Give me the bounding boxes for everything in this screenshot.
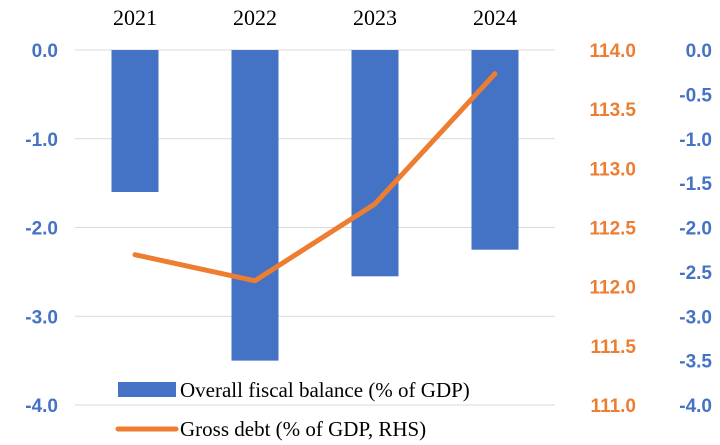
line-series [132, 71, 498, 284]
legend-swatch-fiscal-balance [118, 382, 176, 397]
left-tick-label: 0.0 [32, 41, 58, 62]
left-tick-label: -4.0 [25, 396, 58, 417]
right-tick-label: 113.5 [590, 100, 637, 121]
left-tick-label: -2.0 [25, 219, 58, 240]
bar-series [111, 50, 519, 361]
legend-label-fiscal-balance: Overall fiscal balance (% of GDP) [180, 378, 470, 402]
right-tick-label: 111.0 [591, 396, 636, 417]
bar-2024 [471, 50, 519, 250]
outer-right-tick-label: -0.5 [679, 85, 712, 106]
right-axis: 114.0 113.5 113.0 112.5 112.0 111.5 111.0 [590, 41, 637, 417]
category-label-2022: 2022 [233, 5, 277, 30]
bar-2023 [351, 50, 399, 277]
category-label-2023: 2023 [353, 5, 397, 30]
left-tick-label: -3.0 [25, 307, 58, 328]
right-tick-label: 114.0 [590, 41, 637, 62]
gross-debt-line [132, 71, 498, 284]
bar-2021 [111, 50, 159, 192]
right-tick-label: 112.5 [590, 219, 637, 240]
right-tick-label: 112.0 [590, 278, 637, 299]
left-tick-label: -1.0 [25, 130, 58, 151]
bar-2022 [231, 50, 279, 361]
outer-right-tick-label: -3.0 [679, 307, 712, 328]
outer-right-tick-label: -2.5 [679, 263, 712, 284]
legend: Overall fiscal balance (% of GDP) Gross … [115, 378, 470, 441]
outer-right-tick-label: -1.0 [679, 130, 712, 151]
right-tick-label: 111.5 [591, 337, 637, 358]
outer-right-tick-label: 0.0 [686, 41, 712, 62]
outer-right-tick-label: -3.5 [679, 352, 712, 373]
outer-right-axis: 0.0 -0.5 -1.0 -1.5 -2.0 -2.5 -3.0 -3.5 -4.0 [679, 41, 712, 417]
category-axis: 2021 2022 2023 2024 [113, 5, 517, 30]
right-tick-label: 113.0 [590, 159, 637, 180]
outer-right-tick-label: -4.0 [679, 396, 712, 417]
outer-right-tick-label: -2.0 [679, 219, 712, 240]
legend-label-gross-debt: Gross debt (% of GDP, RHS) [180, 417, 426, 441]
left-axis: 0.0 -1.0 -2.0 -3.0 -4.0 [25, 41, 58, 417]
category-label-2021: 2021 [113, 5, 157, 30]
category-label-2024: 2024 [473, 5, 517, 30]
outer-right-tick-label: -1.5 [679, 174, 712, 195]
